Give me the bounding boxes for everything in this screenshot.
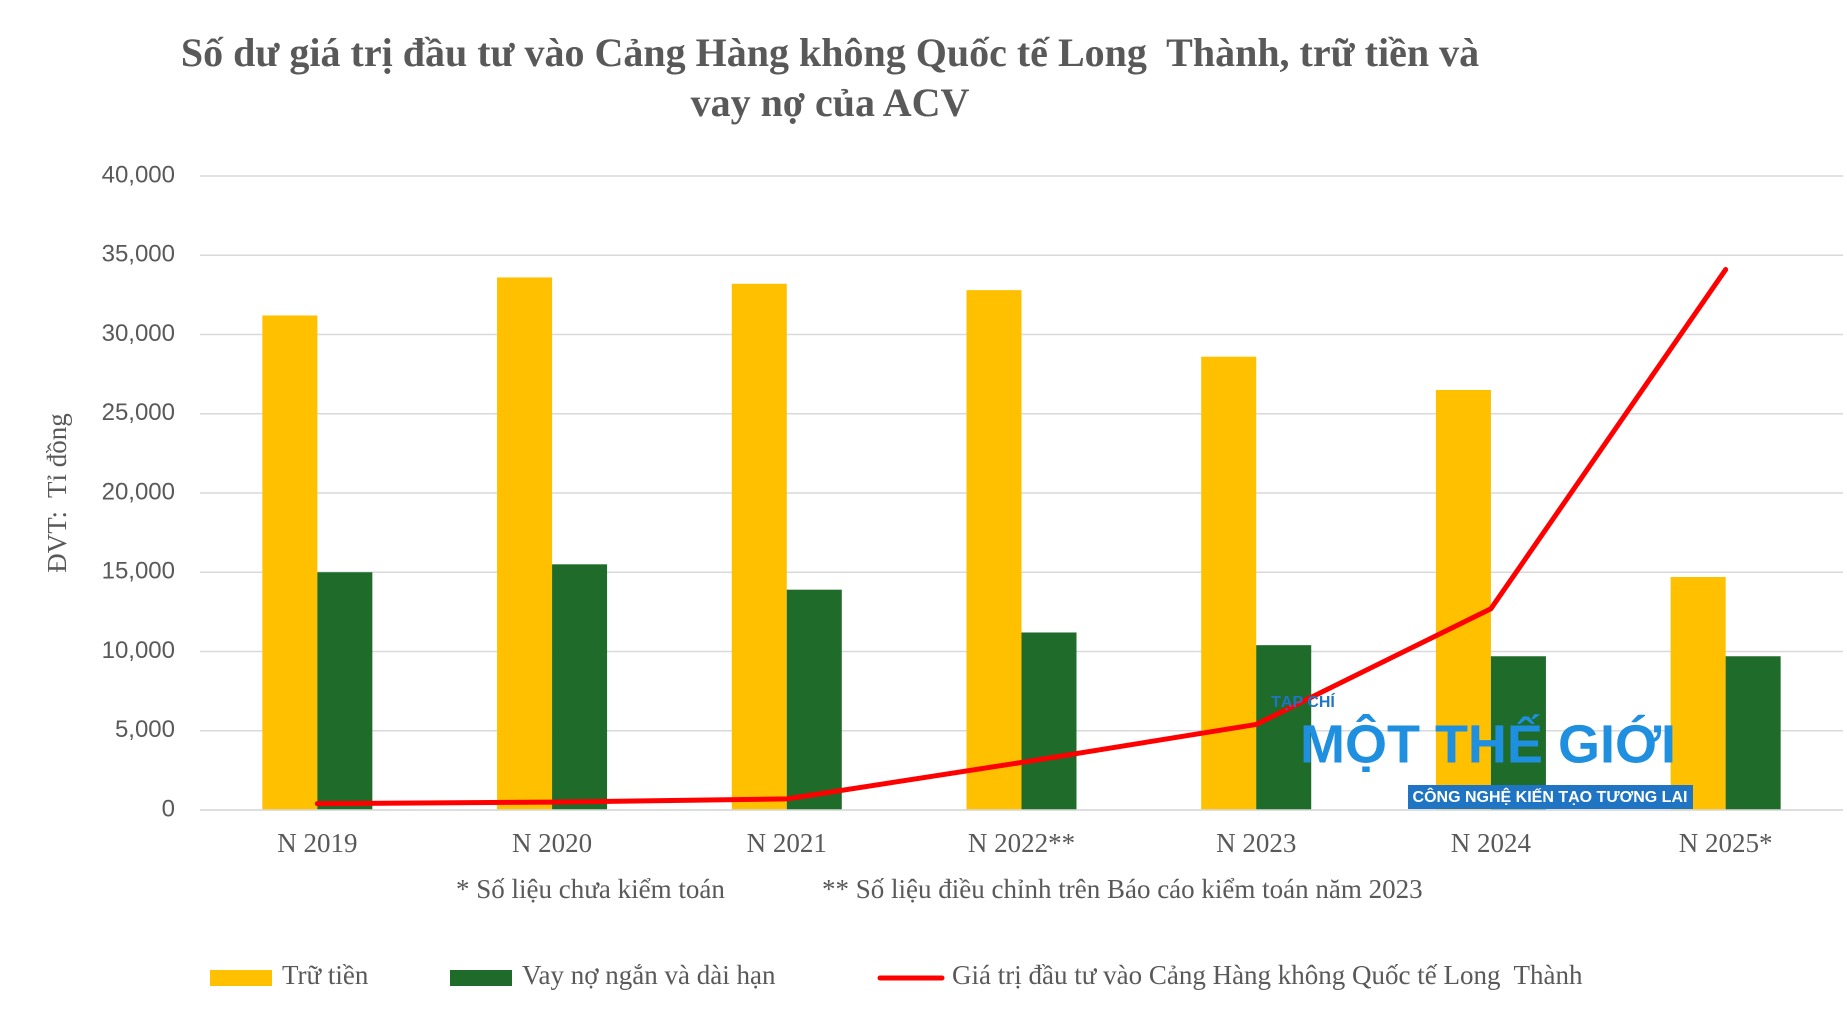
watermark-sub: CÔNG NGHỆ KIẾN TẠO TƯƠNG LAI: [1413, 787, 1688, 806]
chart-title: Số dư giá trị đầu tư vào Cảng Hàng không…: [180, 30, 1490, 125]
y-tick-label: 20,000: [102, 478, 175, 505]
bar: [1490, 656, 1546, 810]
x-tick-label: N 2024: [1451, 828, 1532, 858]
y-tick-label: 30,000: [102, 320, 175, 347]
bar: [966, 290, 1022, 810]
legend-swatch: [210, 970, 272, 986]
bar: [1725, 656, 1781, 810]
y-tick-label: 40,000: [102, 161, 175, 188]
y-tick-label: 25,000: [102, 399, 175, 426]
note: ** Số liệu điều chỉnh trên Báo cáo kiểm …: [822, 874, 1423, 904]
y-axis-label: ĐVT: Tỉ đồng: [42, 413, 72, 572]
y-tick-label: 15,000: [102, 558, 175, 585]
x-tick-label: N 2020: [512, 828, 592, 858]
bar: [552, 564, 608, 810]
x-tick-label: N 2019: [277, 828, 357, 858]
legend-label: Trữ tiền: [282, 960, 369, 990]
bar: [1256, 645, 1312, 810]
watermark-main: MỘT THẾ GIỚI: [1300, 713, 1676, 774]
bar: [497, 277, 553, 810]
bar: [317, 572, 373, 810]
legend-swatch: [450, 970, 512, 986]
x-tick-label: N 2023: [1216, 828, 1296, 858]
y-tick-label: 35,000: [102, 241, 175, 268]
watermark-small: TẠP CHÍ: [1271, 692, 1335, 711]
y-tick-label: 5,000: [115, 716, 175, 743]
bar: [1435, 389, 1491, 810]
legend-label: Vay nợ ngắn và dài hạn: [522, 960, 776, 990]
bar: [262, 315, 318, 810]
x-tick-label: N 2022**: [968, 828, 1075, 858]
bar: [1670, 577, 1726, 810]
bar: [786, 589, 842, 810]
note: * Số liệu chưa kiểm toán: [456, 874, 725, 904]
y-tick-label: 0: [162, 795, 175, 822]
line-series: [314, 267, 1729, 807]
bar: [1021, 632, 1077, 810]
bar: [1201, 356, 1257, 810]
watermark-band: [1408, 785, 1693, 809]
x-tick-label: N 2025*: [1679, 828, 1773, 858]
bar: [731, 283, 787, 810]
legend-label: Giá trị đầu tư vào Cảng Hàng không Quốc …: [952, 960, 1583, 990]
y-tick-label: 10,000: [102, 637, 175, 664]
x-tick-label: N 2021: [747, 828, 827, 858]
